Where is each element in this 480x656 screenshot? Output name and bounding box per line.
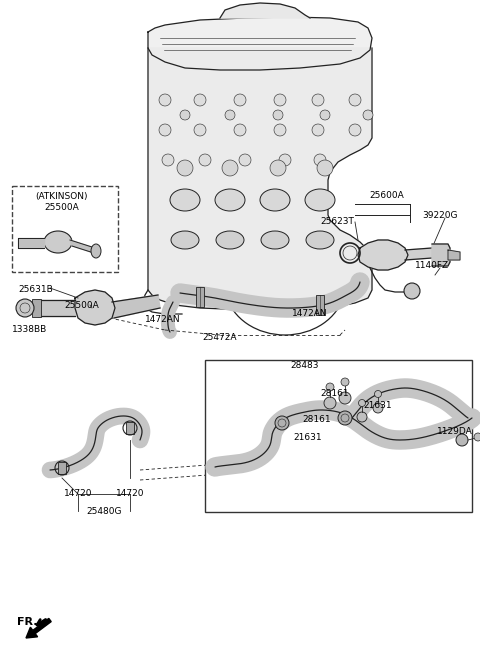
Circle shape — [359, 400, 365, 407]
Circle shape — [16, 299, 34, 317]
Circle shape — [234, 124, 246, 136]
Circle shape — [279, 154, 291, 166]
Text: 1472AN: 1472AN — [145, 316, 181, 325]
Circle shape — [159, 94, 171, 106]
Polygon shape — [70, 240, 97, 254]
Circle shape — [349, 124, 361, 136]
Circle shape — [194, 124, 206, 136]
Circle shape — [317, 160, 333, 176]
Circle shape — [274, 94, 286, 106]
Circle shape — [339, 392, 351, 404]
Circle shape — [357, 412, 367, 422]
Ellipse shape — [216, 231, 244, 249]
Bar — [58, 462, 66, 474]
Text: 39220G: 39220G — [422, 211, 458, 220]
Circle shape — [326, 383, 334, 391]
FancyBboxPatch shape — [205, 360, 472, 512]
Text: 21631: 21631 — [294, 434, 322, 443]
Circle shape — [314, 154, 326, 166]
Text: 1338BB: 1338BB — [12, 325, 48, 335]
Circle shape — [349, 94, 361, 106]
FancyArrow shape — [26, 619, 51, 638]
Text: 1472AN: 1472AN — [292, 310, 328, 319]
Text: 25600A: 25600A — [370, 190, 404, 199]
Ellipse shape — [260, 189, 290, 211]
Circle shape — [159, 124, 171, 136]
Ellipse shape — [171, 231, 199, 249]
Circle shape — [404, 283, 420, 299]
Text: 14720: 14720 — [116, 489, 144, 499]
Bar — [316, 295, 324, 315]
Text: 28161: 28161 — [321, 388, 349, 398]
Text: 25623T: 25623T — [320, 218, 354, 226]
Text: (ATKINSON): (ATKINSON) — [36, 192, 88, 201]
Polygon shape — [75, 290, 115, 325]
Circle shape — [312, 94, 324, 106]
Circle shape — [320, 110, 330, 120]
Text: 28161: 28161 — [303, 415, 331, 424]
Ellipse shape — [306, 231, 334, 249]
Text: FR.: FR. — [17, 617, 37, 627]
Polygon shape — [448, 250, 460, 260]
Bar — [196, 287, 204, 307]
Circle shape — [177, 160, 193, 176]
Text: 25500A: 25500A — [65, 300, 99, 310]
FancyBboxPatch shape — [12, 186, 118, 272]
Polygon shape — [148, 48, 372, 310]
Text: 25631B: 25631B — [19, 285, 53, 295]
Circle shape — [324, 397, 336, 409]
Ellipse shape — [305, 189, 335, 211]
Text: 21631: 21631 — [364, 401, 392, 409]
Circle shape — [341, 378, 349, 386]
Polygon shape — [432, 244, 450, 266]
Text: 14720: 14720 — [64, 489, 92, 499]
Circle shape — [270, 160, 286, 176]
Circle shape — [222, 160, 238, 176]
Bar — [32, 299, 41, 317]
Polygon shape — [405, 248, 432, 260]
Circle shape — [225, 110, 235, 120]
Text: 28483: 28483 — [291, 361, 319, 369]
Circle shape — [275, 416, 289, 430]
Circle shape — [180, 110, 190, 120]
Circle shape — [312, 124, 324, 136]
Circle shape — [273, 110, 283, 120]
Polygon shape — [220, 3, 310, 18]
Ellipse shape — [215, 189, 245, 211]
Circle shape — [162, 154, 174, 166]
Ellipse shape — [44, 231, 72, 253]
Polygon shape — [38, 300, 75, 316]
Text: 25472A: 25472A — [203, 333, 237, 342]
Circle shape — [373, 403, 383, 413]
Circle shape — [456, 434, 468, 446]
Ellipse shape — [170, 189, 200, 211]
Circle shape — [474, 433, 480, 441]
Polygon shape — [18, 238, 44, 248]
Circle shape — [363, 110, 373, 120]
Bar — [126, 422, 134, 434]
Polygon shape — [112, 295, 160, 318]
Circle shape — [374, 390, 382, 398]
Circle shape — [199, 154, 211, 166]
Circle shape — [194, 94, 206, 106]
Circle shape — [239, 154, 251, 166]
Text: 25480G: 25480G — [86, 506, 122, 516]
Polygon shape — [148, 17, 372, 70]
Text: 1129DA: 1129DA — [437, 428, 473, 436]
Text: 1140FZ: 1140FZ — [415, 260, 449, 270]
Circle shape — [234, 94, 246, 106]
Circle shape — [274, 124, 286, 136]
Polygon shape — [358, 240, 408, 270]
Ellipse shape — [261, 231, 289, 249]
Text: 25500A: 25500A — [45, 203, 79, 213]
Circle shape — [338, 411, 352, 425]
Ellipse shape — [91, 244, 101, 258]
